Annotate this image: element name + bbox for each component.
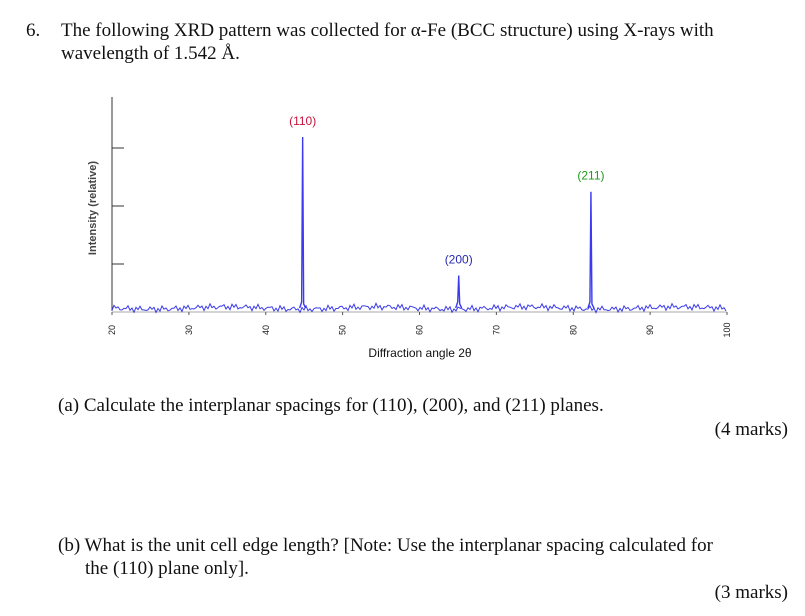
- question-number: 6.: [26, 20, 41, 41]
- marks: (3 marks): [714, 582, 788, 603]
- question-text: The following XRD pattern was collected …: [61, 20, 714, 41]
- part-text: (a) Calculate the interplanar spacings f…: [58, 395, 604, 416]
- x-axis-label: Diffraction angle 2θ: [368, 346, 472, 360]
- y-axis-label: Intensity (relative): [87, 161, 99, 255]
- x-tick-label: 60: [415, 325, 425, 335]
- peak: [587, 191, 595, 309]
- x-tick-label: 80: [568, 325, 578, 335]
- x-tick-label: 100: [722, 322, 732, 337]
- chart: Intensity (relative) Diffraction angle 2…: [87, 97, 732, 360]
- x-tick-label: 20: [107, 325, 117, 335]
- peak-label: (200): [445, 253, 473, 267]
- baseline-noise: [111, 302, 727, 314]
- question-text: wavelength of 1.542 Å.: [61, 43, 240, 64]
- peak: [298, 136, 307, 309]
- peak-label: (110): [289, 114, 316, 128]
- part-text: the (110) plane only].: [85, 558, 249, 579]
- x-tick-label: 50: [338, 325, 348, 335]
- part-text: (b) What is the unit cell edge length? […: [58, 535, 713, 556]
- x-tick-label: 70: [491, 325, 501, 335]
- x-tick-label: 40: [261, 325, 271, 335]
- marks: (4 marks): [714, 419, 788, 440]
- x-tick-label: 90: [645, 325, 655, 335]
- x-tick-label: 30: [184, 325, 194, 335]
- peak-label: (211): [577, 169, 604, 183]
- peak: [455, 275, 463, 309]
